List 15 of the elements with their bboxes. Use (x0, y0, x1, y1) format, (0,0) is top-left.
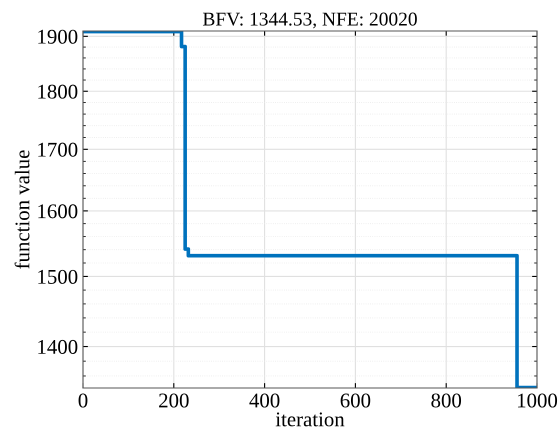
x-tick-label: 800 (431, 393, 462, 408)
y-tick-label: 1600 (38, 204, 78, 218)
x-tick-label: 1000 (518, 393, 558, 408)
x-tick-label: 600 (340, 393, 370, 408)
y-tick-label: 1800 (38, 84, 78, 99)
x-tick-label: 400 (249, 393, 280, 408)
x-axis-title: iteration (276, 412, 344, 426)
y-tick-label: 1500 (38, 270, 78, 284)
y-tick-label: 1900 (38, 30, 78, 44)
y-tick-label: 1700 (38, 142, 78, 157)
chart-title: BFV: 1344.53, NFE: 20020 (202, 12, 417, 28)
y-axis-title: function value (14, 150, 30, 269)
x-tick-label: 200 (159, 393, 189, 408)
y-tick-label: 1400 (38, 340, 78, 354)
x-tick-label: 0 (78, 393, 88, 408)
